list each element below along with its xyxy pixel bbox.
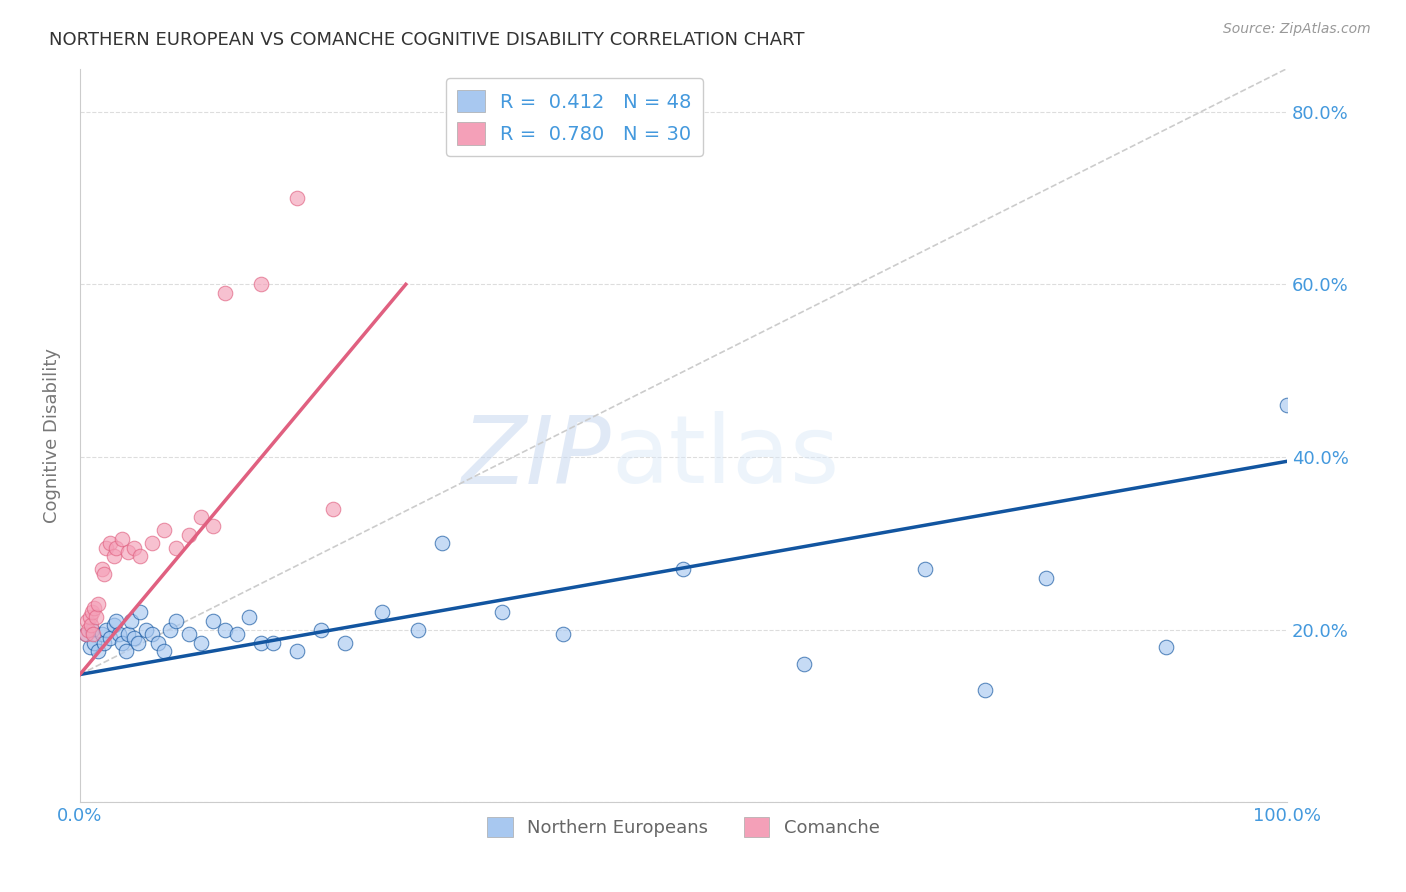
Point (76, 614, 98, 628)
Point (122, 632, 145, 646)
Point (322, 501, 344, 516)
Point (225, 627, 247, 641)
Point (370, 605, 392, 619)
Legend: Northern Europeans, Comanche: Northern Europeans, Comanche (479, 809, 887, 845)
Text: NORTHERN EUROPEAN VS COMANCHE COGNITIVE DISABILITY CORRELATION CHART: NORTHERN EUROPEAN VS COMANCHE COGNITIVE … (49, 31, 804, 49)
Point (335, 635, 357, 649)
Point (114, 644, 136, 658)
Point (129, 549, 152, 564)
Point (117, 627, 139, 641)
Point (250, 635, 273, 649)
Point (672, 562, 695, 576)
Point (285, 191, 308, 205)
Point (250, 277, 273, 292)
Point (153, 644, 176, 658)
Point (77, 623, 100, 637)
Point (214, 623, 236, 637)
Point (117, 545, 139, 559)
Point (79, 609, 101, 624)
Point (153, 524, 176, 538)
Point (793, 657, 815, 672)
Point (90, 627, 112, 641)
Point (98, 632, 121, 646)
Point (87, 597, 110, 611)
Point (111, 532, 134, 546)
Text: atlas: atlas (612, 411, 839, 503)
Point (165, 614, 187, 628)
Point (80, 618, 103, 632)
Point (201, 519, 224, 533)
Point (214, 285, 236, 300)
Point (90, 562, 112, 576)
Point (1156, 640, 1178, 654)
Point (177, 527, 200, 541)
Point (82, 627, 104, 641)
Point (96, 623, 118, 637)
Point (103, 618, 125, 632)
Point (93, 566, 115, 581)
Point (201, 614, 224, 628)
Point (190, 510, 212, 524)
Point (148, 635, 170, 649)
Point (135, 623, 157, 637)
Point (311, 623, 333, 637)
Point (98, 536, 121, 550)
Point (190, 635, 212, 649)
Point (1035, 571, 1057, 585)
Point (177, 627, 200, 641)
Point (79, 640, 101, 654)
Point (107, 627, 129, 641)
Point (406, 623, 429, 637)
Point (83, 601, 105, 615)
Point (285, 644, 308, 658)
Point (84, 609, 107, 624)
Point (974, 683, 997, 698)
Point (127, 635, 149, 649)
Point (93, 635, 115, 649)
Point (103, 549, 125, 564)
Point (83, 635, 105, 649)
Y-axis label: Cognitive Disability: Cognitive Disability (44, 348, 60, 523)
Point (75, 627, 97, 641)
Text: Source: ZipAtlas.com: Source: ZipAtlas.com (1223, 22, 1371, 37)
Point (80, 605, 103, 619)
Point (129, 605, 152, 619)
Point (122, 541, 145, 555)
Point (165, 541, 187, 555)
Point (262, 635, 284, 649)
Point (75, 627, 97, 641)
Point (105, 541, 128, 555)
Point (1275, 398, 1298, 412)
Point (120, 614, 142, 628)
Point (141, 627, 163, 641)
Point (87, 644, 110, 658)
Point (914, 562, 936, 576)
Point (141, 536, 163, 550)
Point (105, 614, 128, 628)
Point (238, 609, 260, 624)
Point (430, 536, 453, 550)
Point (96, 541, 118, 555)
Point (491, 605, 513, 619)
Point (111, 635, 134, 649)
Point (80, 623, 103, 637)
Point (551, 627, 574, 641)
Text: ZIP: ZIP (461, 412, 612, 503)
Point (159, 623, 181, 637)
